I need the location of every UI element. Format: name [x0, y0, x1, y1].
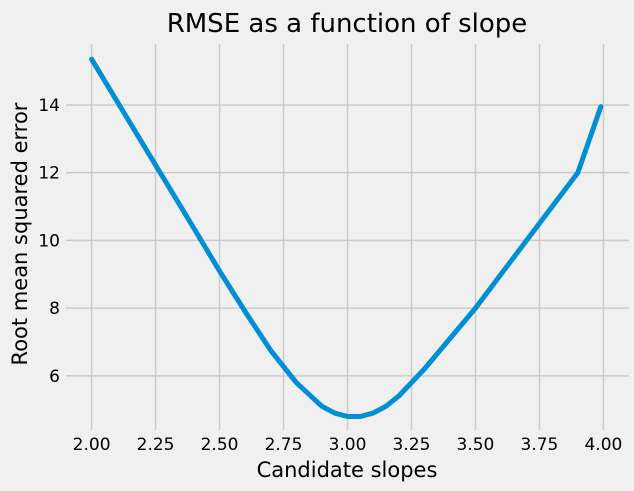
x-tick-label: 3.25	[393, 435, 431, 455]
y-tick-label: 10	[38, 231, 60, 251]
y-axis-label: Root mean squared error	[8, 102, 32, 365]
x-tick-labels: 2.00 2.25 2.50 2.75 3.00 3.25 3.50 3.75 4.00	[73, 435, 623, 455]
x-tick-label: 3.00	[329, 435, 367, 455]
x-tick-label: 2.75	[265, 435, 303, 455]
y-tick-label: 8	[49, 299, 60, 319]
x-tick-label: 2.50	[201, 435, 239, 455]
x-grid	[90, 44, 605, 430]
y-grid	[66, 104, 629, 377]
x-tick-label: 2.00	[73, 435, 111, 455]
series-layer	[89, 56, 604, 419]
chart-title: RMSE as a function of slope	[167, 9, 528, 39]
x-tick-label: 2.25	[137, 435, 175, 455]
y-tick-label: 14	[38, 96, 60, 116]
x-tick-label: 3.75	[521, 435, 559, 455]
series-line-0	[89, 56, 604, 419]
x-axis-label: Candidate slopes	[257, 458, 438, 482]
y-tick-label: 12	[38, 164, 60, 184]
y-tick-label: 6	[49, 367, 60, 387]
x-tick-label: 3.50	[457, 435, 495, 455]
y-tick-labels: 6 8 10 12 14	[38, 96, 60, 387]
x-tick-label: 4.00	[584, 435, 622, 455]
